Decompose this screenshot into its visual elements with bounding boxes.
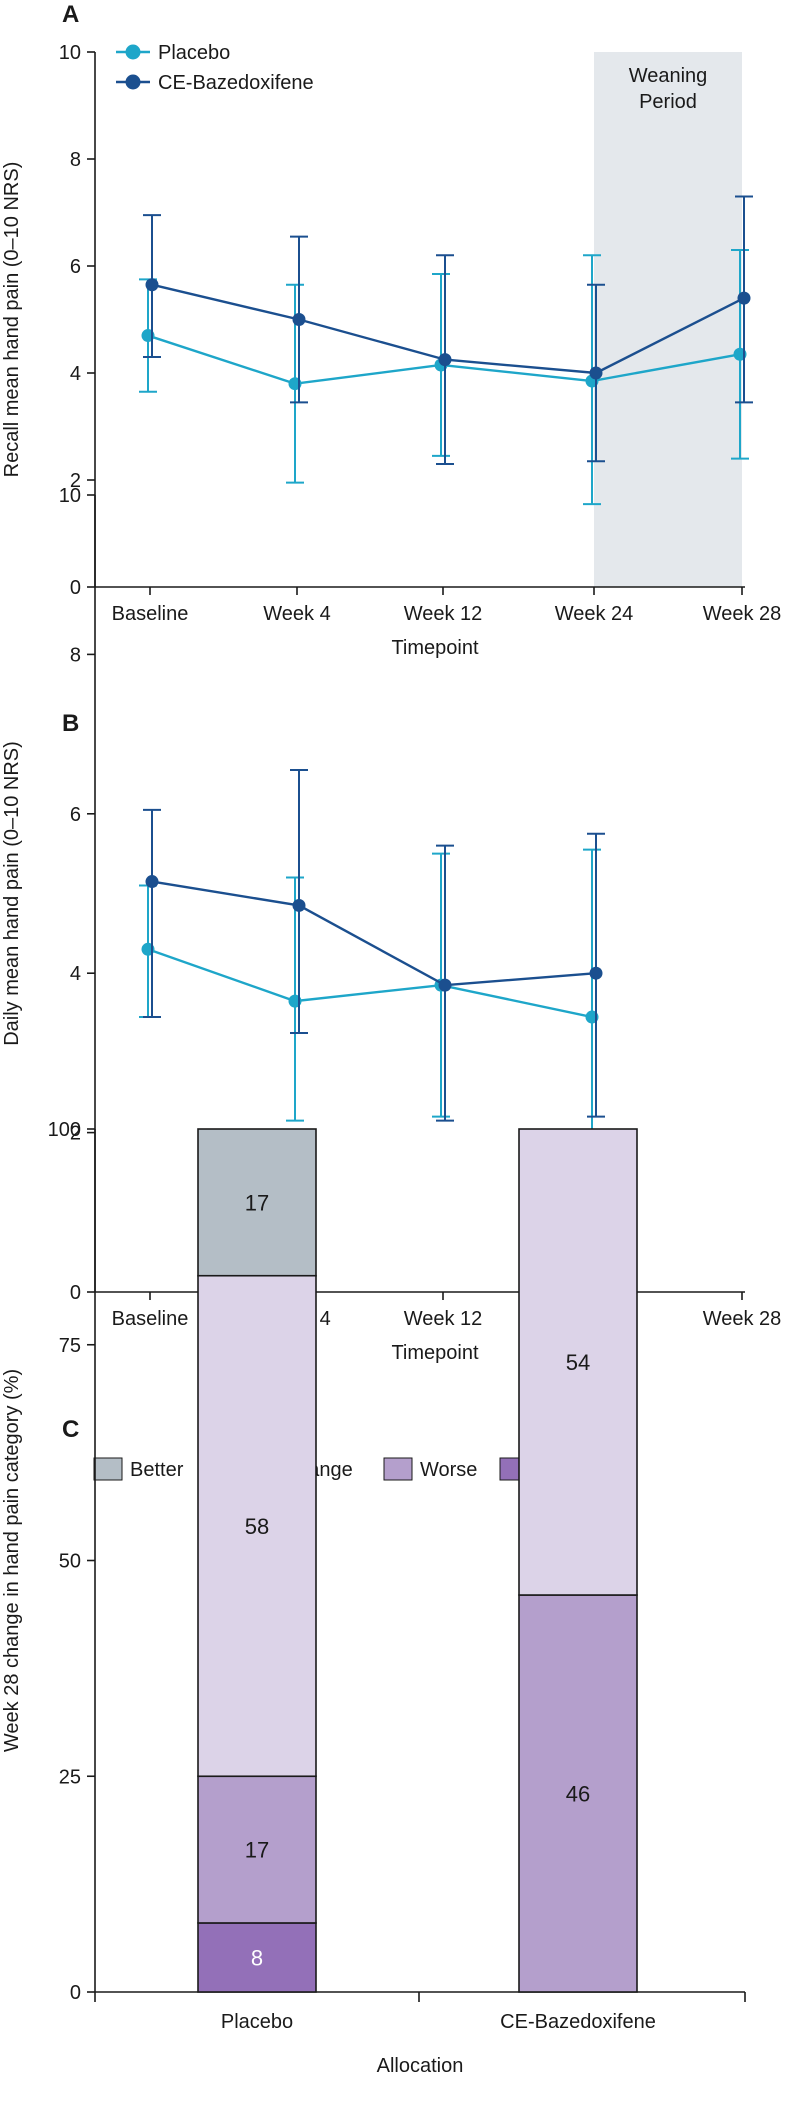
x-axis-label: Timepoint [391,1342,479,1364]
y-axis-label: Recall mean hand pain (0–10 NRS) [1,162,23,478]
x-tick-label: CE-Bazedoxifene [500,2011,656,2033]
placebo-series-line [147,948,593,1019]
ceb-data-point [589,966,603,980]
panel-letter: C [62,1416,79,1443]
panel-c: CBetterNo changeWorseUnsure0255075100Pla… [1,1119,746,2077]
bar-value-label: 17 [245,1838,269,1863]
ceb-data-point [438,978,452,992]
x-tick-label: Week 4 [263,603,330,625]
x-tick-label: Week 28 [703,1308,782,1330]
x-tick-label: Placebo [221,2011,293,2033]
ceb-data-point [145,875,159,889]
y-axis-label: Daily mean hand pain (0–10 NRS) [1,741,23,1046]
weaning-label-line1: Weaning [629,65,708,87]
y-tick-label: 0 [70,1982,81,2004]
x-axis-label: Timepoint [391,637,479,659]
legend-swatch-better [93,1457,123,1481]
ceb-data-point [145,278,159,292]
bar-value-label: 58 [245,1514,269,1539]
y-tick-label: 4 [70,363,81,385]
legend-label: CE-Bazedoxifene [158,72,314,94]
ceb-series-line [151,880,597,987]
panel-letter: A [62,1,79,28]
x-tick-label: Baseline [112,1308,189,1330]
bar-segment-worse [197,1775,317,1924]
panel-b: B 0 2 4 6 8 10 Baseline Week 4 Week 12 Week 24 Week… [1,485,781,1364]
x-tick-label: Week 24 [555,603,634,625]
x-tick-label: Week 12 [404,1308,483,1330]
y-tick-label: 6 [70,256,81,278]
legend-swatch-worse [383,1457,413,1481]
bar-segment-better [197,1128,317,1277]
bar-value-label: 54 [566,1350,590,1375]
y-tick-label: 50 [59,1551,81,1573]
y-tick-label: 10 [59,42,81,64]
weaning-label-line2: Period [639,91,697,113]
y-tick-label: 2 [70,1123,81,1145]
y-tick-label: 75 [59,1335,81,1357]
x-tick-label: Baseline [112,603,189,625]
y-tick-label: 0 [70,577,81,599]
ceb-data-point [737,291,751,305]
bar-value-label: 17 [245,1190,269,1215]
panel-a: A Weaning Period 0 2 4 6 8 10 Baseline Week 4 Week … [1,1,781,659]
y-tick-label: 6 [70,804,81,826]
legend-marker [125,44,141,60]
legend-label: Better [130,1459,184,1481]
y-tick-label: 2 [70,470,81,492]
panel-letter: B [62,710,79,737]
y-tick-label: 100 [48,1119,81,1141]
bar-segment-no-change [518,1128,638,1596]
bar-value-label: 46 [566,1782,590,1807]
x-axis-label: Allocation [377,2055,464,2077]
y-axis-label: Week 28 change in hand pain category (%) [1,1369,23,1752]
y-tick-label: 4 [70,963,81,985]
bar-value-label: 8 [251,1945,263,1970]
legend-label: Worse [420,1459,477,1481]
ceb-data-point [292,898,306,912]
y-tick-label: 8 [70,644,81,666]
y-tick-label: 25 [59,1766,81,1788]
bar-segment-worse [518,1594,638,1993]
legend-label: Placebo [158,42,230,64]
ceb-data-point [589,366,603,380]
y-tick-label: 8 [70,149,81,171]
ceb-data-point [292,313,306,326]
x-tick-label: Week 12 [404,603,483,625]
y-tick-label: 10 [59,485,81,507]
x-tick-label: Week 28 [703,603,782,625]
y-tick-label: 0 [70,1282,81,1304]
weaning-period-shading [594,52,742,587]
ceb-data-point [438,353,452,367]
bar-segment-no-change [197,1274,317,1778]
legend-marker [125,74,141,90]
